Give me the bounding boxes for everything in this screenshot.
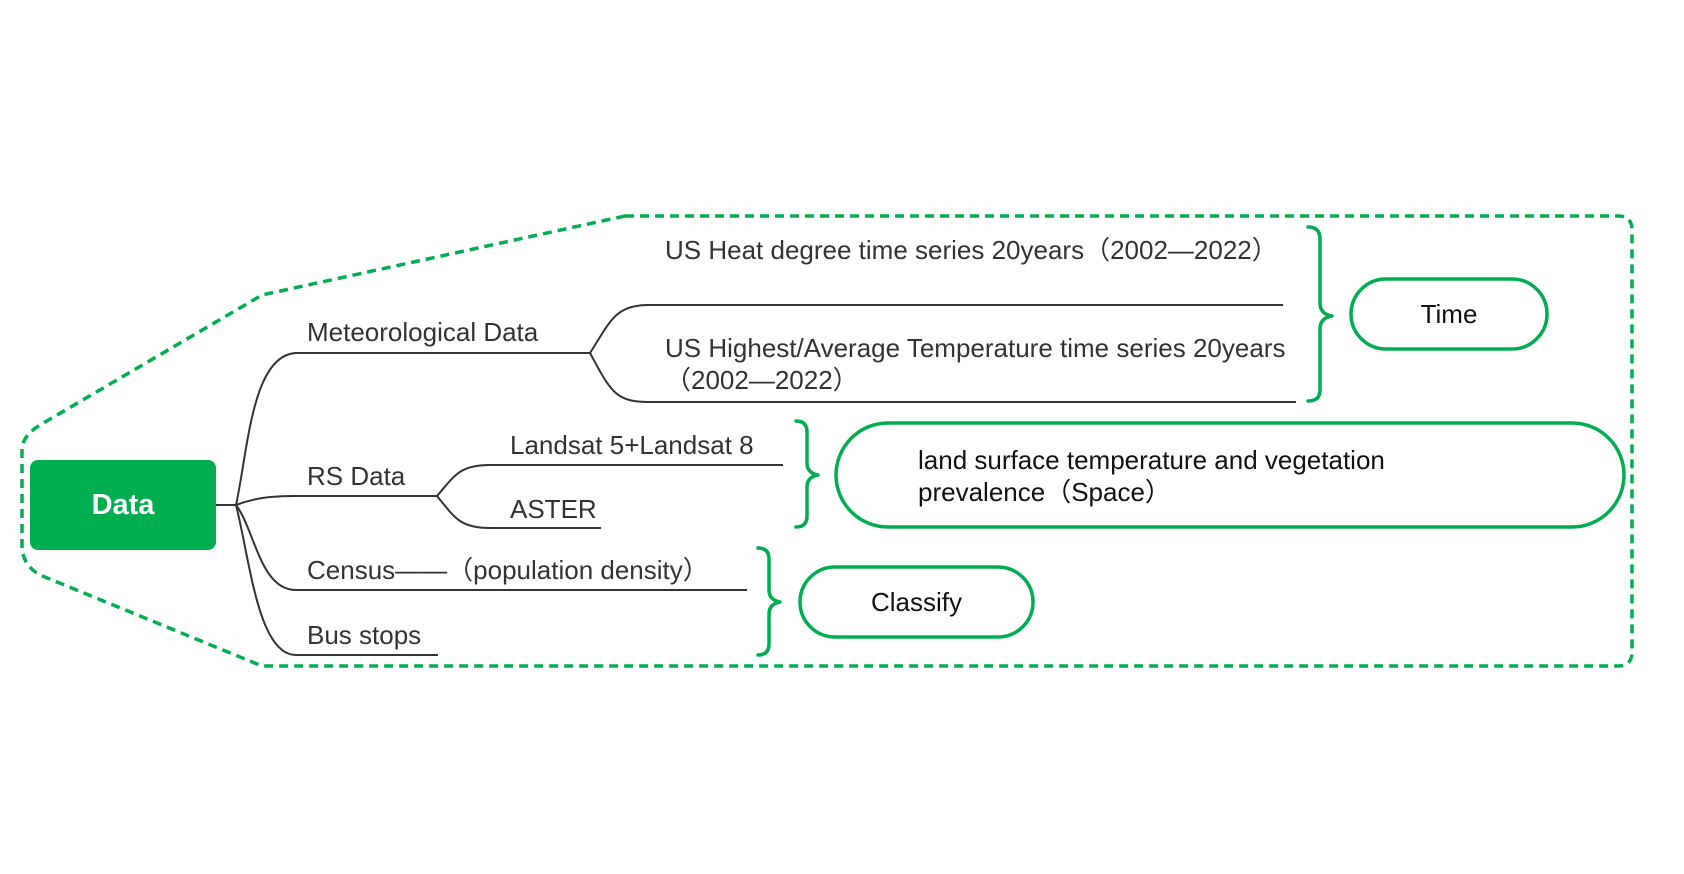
branch-bus-label[interactable]: Bus stops <box>307 620 422 650</box>
child-aster-label[interactable]: ASTER <box>510 494 597 524</box>
brace-space <box>794 419 820 529</box>
branch-rs-label[interactable]: RS Data <box>307 461 406 491</box>
branch-census-label[interactable]: Census——（population density） <box>307 555 709 585</box>
summary-classify-label[interactable]: Classify <box>870 587 962 617</box>
child-highest-average-label[interactable]: US Highest/Average Temperature time seri… <box>665 333 1286 395</box>
edge-aster <box>436 495 491 529</box>
edge-landsat <box>436 464 491 497</box>
pill-time <box>1349 277 1549 351</box>
summary-space-label[interactable]: land surface temperature and vegetation … <box>918 445 1385 507</box>
summary-time-label[interactable]: Time <box>1420 299 1478 329</box>
pill-classify <box>798 565 1035 639</box>
edge-highest-average <box>589 352 649 403</box>
root-label: Data <box>91 488 155 521</box>
edge-bus <box>235 504 297 656</box>
edge-rs <box>235 495 297 506</box>
edge-heat-degree <box>589 304 649 354</box>
root-node[interactable]: Data <box>30 460 216 550</box>
edge-meteorological <box>235 352 297 506</box>
pill-space <box>834 421 1626 529</box>
brace-time <box>1306 225 1334 403</box>
child-landsat-label[interactable]: Landsat 5+Landsat 8 <box>510 430 754 460</box>
edge-census <box>235 504 297 591</box>
dashed-boundary <box>20 214 1634 668</box>
child-heat-degree-label[interactable]: US Heat degree time series 20years（2002—… <box>665 235 1278 265</box>
brace-classify <box>756 546 782 657</box>
branch-meteorological-label[interactable]: Meteorological Data <box>307 317 539 347</box>
